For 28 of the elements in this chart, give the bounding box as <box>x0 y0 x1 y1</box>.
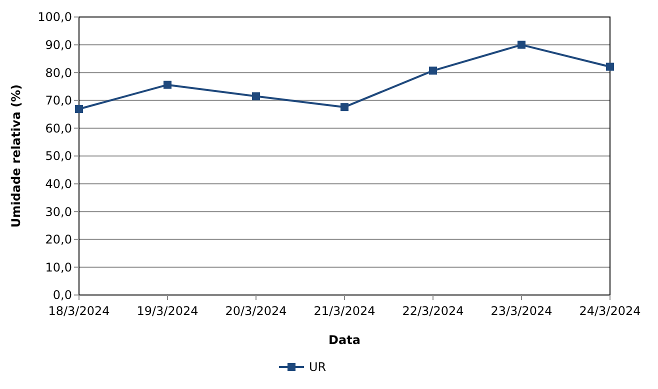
x-tick-label: 19/3/2024 <box>136 304 198 318</box>
y-tick-label: 50,0 <box>45 149 72 164</box>
y-tick-label: 10,0 <box>45 260 72 274</box>
y-tick-label: 70,0 <box>45 94 72 108</box>
y-tick-label: 80,0 <box>45 66 72 80</box>
x-tick-label: 18/3/2024 <box>48 304 110 318</box>
y-tick-label: 100,0 <box>38 10 72 24</box>
x-tick-label: 23/3/2024 <box>490 304 552 318</box>
y-tick-label: 40,0 <box>45 177 72 191</box>
x-tick-label: 21/3/2024 <box>314 304 376 318</box>
y-tick-label: 90,0 <box>45 38 72 52</box>
x-tick-label: 24/3/2024 <box>579 304 641 318</box>
point <box>340 103 348 112</box>
y-tick-label: 0,0 <box>52 288 72 302</box>
point <box>429 66 437 75</box>
x-tick-label: 20/3/2024 <box>225 304 287 318</box>
point <box>606 62 614 71</box>
point <box>75 105 83 114</box>
y-tick-label: 20,0 <box>45 232 72 247</box>
x-axis-title: Data <box>328 333 360 347</box>
x-tick-label: 22/3/2024 <box>402 304 464 318</box>
y-tick-label: 30,0 <box>45 204 72 219</box>
point <box>252 92 260 100</box>
y-tick-label: 60,0 <box>45 121 72 136</box>
point <box>518 40 526 49</box>
legend-label: UR <box>309 360 326 374</box>
point <box>164 80 172 89</box>
y-axis-title: Umidade relativa (%) <box>9 84 23 228</box>
